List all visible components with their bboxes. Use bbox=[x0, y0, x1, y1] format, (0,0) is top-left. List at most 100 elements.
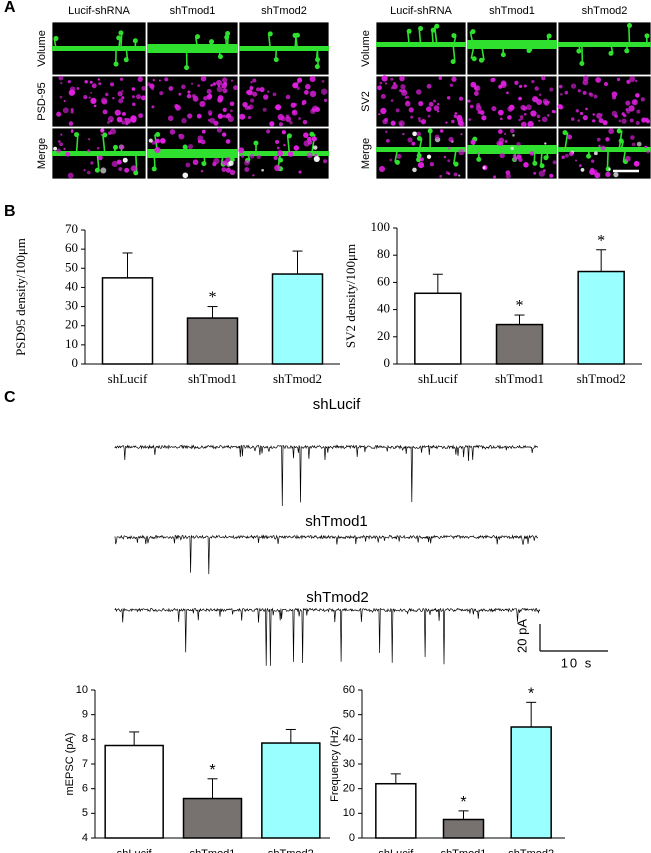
puncta bbox=[426, 83, 432, 89]
puncta bbox=[221, 77, 228, 83]
puncta bbox=[132, 102, 136, 107]
puncta bbox=[200, 75, 207, 82]
puncta bbox=[296, 86, 300, 91]
puncta bbox=[390, 77, 394, 81]
puncta bbox=[244, 105, 249, 110]
y-tick-label: 70 bbox=[65, 221, 78, 236]
spine bbox=[96, 153, 100, 171]
puncta bbox=[538, 119, 541, 122]
x-tick-label: shTmod1 bbox=[495, 371, 544, 386]
puncta bbox=[306, 152, 313, 159]
puncta bbox=[477, 152, 480, 155]
puncta bbox=[473, 91, 479, 96]
puncta bbox=[230, 79, 234, 82]
puncta bbox=[512, 134, 515, 137]
spine-head bbox=[579, 60, 585, 66]
micrograph bbox=[557, 75, 651, 128]
puncta bbox=[593, 151, 598, 156]
puncta bbox=[519, 115, 524, 119]
puncta bbox=[549, 173, 554, 178]
spine bbox=[120, 32, 123, 49]
puncta bbox=[591, 159, 595, 163]
x-tick-label: shTmod2 bbox=[508, 848, 554, 853]
puncta bbox=[507, 115, 512, 120]
puncta bbox=[105, 92, 109, 97]
panel-label: A bbox=[4, 0, 16, 16]
puncta bbox=[448, 136, 454, 143]
y-tick-label: 9 bbox=[82, 709, 88, 721]
bar-chart: 0 10 20 30 40 50 60 Frequency (Hz) shLucif shTmod… bbox=[329, 684, 565, 853]
puncta bbox=[544, 142, 547, 145]
puncta bbox=[227, 115, 234, 122]
puncta bbox=[419, 157, 424, 162]
puncta bbox=[215, 79, 223, 86]
y-tick-label: 80 bbox=[377, 246, 390, 261]
puncta bbox=[230, 109, 233, 113]
x-tick-label: shTmod2 bbox=[577, 371, 626, 386]
puncta bbox=[217, 84, 220, 88]
puncta bbox=[634, 79, 638, 83]
puncta bbox=[197, 135, 204, 142]
puncta bbox=[252, 91, 258, 97]
spine-head bbox=[434, 23, 440, 29]
spine-head bbox=[292, 32, 298, 38]
spine-head bbox=[586, 153, 592, 159]
puncta bbox=[283, 143, 286, 147]
significance: * bbox=[516, 298, 524, 315]
puncta bbox=[281, 130, 286, 135]
puncta bbox=[289, 121, 293, 125]
spine bbox=[431, 30, 435, 45]
spine-head bbox=[470, 29, 476, 35]
y-tick-label: 10 bbox=[65, 336, 78, 351]
puncta bbox=[256, 87, 261, 92]
puncta bbox=[605, 137, 610, 142]
puncta bbox=[618, 119, 622, 123]
puncta bbox=[381, 75, 388, 82]
puncta bbox=[470, 139, 476, 145]
puncta bbox=[222, 114, 226, 118]
micrograph bbox=[238, 127, 330, 180]
spine-head bbox=[151, 166, 157, 172]
dendrite bbox=[147, 44, 238, 53]
puncta bbox=[209, 117, 216, 124]
spine bbox=[628, 25, 631, 45]
puncta bbox=[602, 120, 608, 126]
puncta bbox=[267, 90, 270, 93]
puncta bbox=[449, 83, 454, 87]
spine-head bbox=[286, 133, 292, 139]
puncta bbox=[309, 90, 317, 98]
spine-head bbox=[451, 33, 457, 39]
puncta bbox=[564, 90, 569, 95]
dendrite bbox=[376, 147, 466, 152]
puncta bbox=[125, 122, 129, 126]
puncta bbox=[590, 167, 595, 172]
puncta bbox=[445, 121, 448, 124]
spine bbox=[480, 44, 485, 61]
puncta bbox=[62, 107, 69, 114]
puncta bbox=[500, 117, 503, 121]
puncta bbox=[178, 133, 185, 140]
puncta bbox=[418, 100, 424, 107]
puncta bbox=[520, 117, 523, 121]
dendrite bbox=[52, 151, 146, 156]
puncta bbox=[216, 86, 223, 93]
puncta bbox=[640, 97, 645, 102]
puncta bbox=[225, 163, 228, 166]
bar-chart: 0 10 20 30 40 50 60 70 PSD95 density/100μm shLuci… bbox=[13, 221, 340, 386]
puncta bbox=[240, 154, 245, 158]
spine-head bbox=[132, 38, 138, 44]
micrograph bbox=[466, 75, 558, 128]
y-axis-label: SV2 density/100μm bbox=[343, 244, 358, 348]
puncta bbox=[131, 87, 136, 91]
y-tick-label: 0 bbox=[72, 355, 79, 370]
puncta bbox=[538, 170, 546, 177]
spine bbox=[528, 44, 533, 51]
puncta bbox=[116, 159, 122, 165]
puncta bbox=[434, 134, 440, 140]
puncta bbox=[301, 99, 307, 105]
spine-head bbox=[618, 138, 624, 144]
puncta bbox=[482, 166, 486, 170]
puncta bbox=[191, 93, 197, 99]
puncta bbox=[533, 171, 537, 175]
